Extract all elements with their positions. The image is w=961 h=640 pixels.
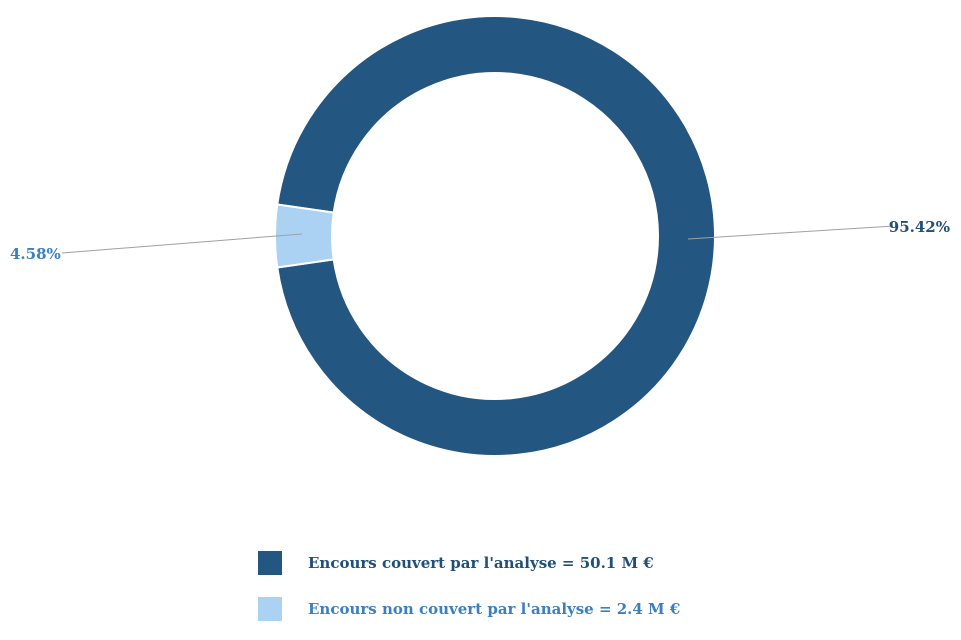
legend-item-not-covered: Encours non couvert par l'analyse = 2.4 … bbox=[258, 594, 680, 624]
data-label-covered: 95.42% bbox=[889, 218, 950, 236]
data-label-not-covered: 4.58% bbox=[10, 245, 61, 263]
donut-slices bbox=[273, 15, 716, 457]
legend-label-covered: Encours couvert par l'analyse = 50.1 M € bbox=[308, 554, 654, 572]
leader-line-covered bbox=[687, 225, 894, 240]
legend-label-not-covered: Encours non couvert par l'analyse = 2.4 … bbox=[308, 600, 681, 618]
legend-swatch-covered bbox=[258, 551, 282, 575]
leader-lines bbox=[61, 225, 894, 254]
leader-line-not-covered bbox=[61, 233, 303, 254]
legend: Encours couvert par l'analyse = 50.1 M €… bbox=[258, 548, 680, 640]
donut-slice-covered bbox=[276, 15, 716, 457]
legend-swatch-not-covered bbox=[258, 597, 282, 621]
donut-chart: 95.42% 4.58% bbox=[10, 15, 950, 457]
legend-item-covered: Encours couvert par l'analyse = 50.1 M € bbox=[258, 548, 680, 578]
donut-slice-not-covered bbox=[273, 203, 335, 269]
